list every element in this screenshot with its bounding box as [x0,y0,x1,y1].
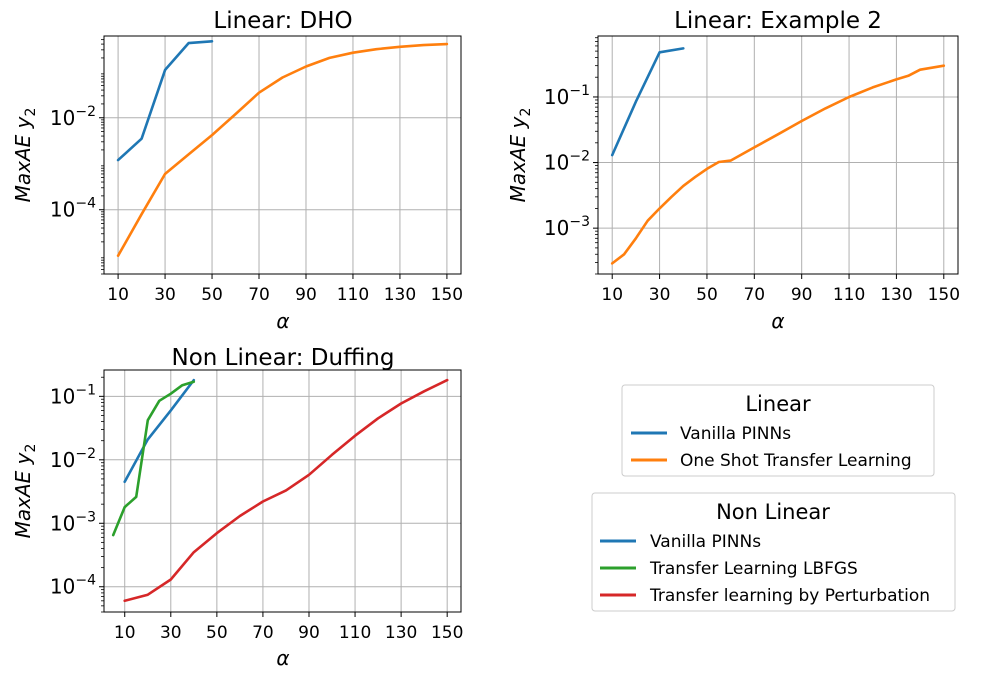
x-tick-label: 150 [928,285,960,305]
x-axis-label: α [276,646,289,670]
x-tick-label: 10 [114,623,136,643]
y-tick-label: 10−2 [544,149,590,175]
chart-panel-example2: Linear: Example 2 α 10 30 50 70 90 110 130 150 1… [506,8,960,333]
x-tick-label: 130 [385,623,417,643]
grid [104,36,461,274]
x-tick-label: 30 [649,285,671,305]
x-axis-label: α [276,309,289,333]
axes-frame [597,35,959,275]
y-axis-label: MaxAE y2 [11,108,39,203]
series-line [116,42,449,257]
chart-title: Linear: DHO [213,8,352,34]
x-tick-label: 90 [295,285,317,305]
y-tick-label: 10−1 [544,83,590,109]
x-tick-label: 110 [337,285,369,305]
legend-linear: Linear Vanilla PINNs One Shot Transfer L… [621,384,935,477]
grid [104,370,461,612]
x-axis-label: α [771,309,784,333]
legend-title: Linear [745,392,811,416]
x-tick-label: 90 [791,285,813,305]
x-tick-label: 70 [743,285,765,305]
x-tick-label: 70 [252,623,274,643]
y-axis-label: MaxAE y2 [11,444,39,539]
chart-title: Linear: Example 2 [674,8,882,34]
x-tick-label: 150 [431,623,463,643]
x-tick-label: 50 [206,623,228,643]
x-tick-label: 50 [696,285,718,305]
x-tick-label: 10 [601,285,623,305]
series-line [123,378,196,484]
x-tick-label: 150 [431,285,463,305]
x-tick-label: 10 [107,285,129,305]
x-tick-label: 30 [160,623,182,643]
y-tick-label: 10−2 [50,446,96,472]
chart-panel-dho: Linear: DHO α 10 30 50 70 90 110 130 150 10−4 10−… [11,8,463,333]
series-line [610,64,946,265]
x-tick-label: 110 [833,285,865,305]
series-line [610,47,685,157]
chart-title: Non Linear: Duffing [171,345,394,371]
legend-frame [591,492,956,612]
series-line [123,378,449,603]
y-tick-label: 10−3 [544,214,590,240]
legend-frame [621,384,935,477]
grid [598,36,958,274]
legend-label: Transfer learning by Perturbation [649,586,930,606]
x-tick-label: 130 [880,285,912,305]
series-line [116,39,214,162]
x-tick-label: 70 [248,285,270,305]
x-tick-label: 30 [154,285,176,305]
axes-frame [103,35,462,275]
x-tick-label: 50 [201,285,223,305]
y-tick-label: 10−4 [50,573,96,599]
series-line [111,380,196,537]
x-tick-label: 90 [298,623,320,643]
y-tick-label: 10−4 [50,196,96,222]
y-axis-label: MaxAE y2 [506,108,534,203]
legend-nonlinear: Non Linear Vanilla PINNs Transfer Learni… [591,492,956,612]
y-tick-label: 10−3 [50,509,96,535]
axes-frame [103,369,462,613]
y-tick-label: 10−1 [50,382,96,408]
legend-title: Non Linear [716,500,830,524]
legend-label: Vanilla PINNs [680,424,791,444]
legend-label: Vanilla PINNs [650,532,761,552]
y-tick-label: 10−2 [50,104,96,130]
chart-panel-duffing: Non Linear: Duffing α 10 30 50 70 90 110 130 15… [11,345,463,670]
x-tick-label: 130 [384,285,416,305]
legend-label: Transfer Learning LBFGS [649,559,858,579]
legend-label: One Shot Transfer Learning [680,451,912,471]
x-tick-label: 110 [339,623,371,643]
